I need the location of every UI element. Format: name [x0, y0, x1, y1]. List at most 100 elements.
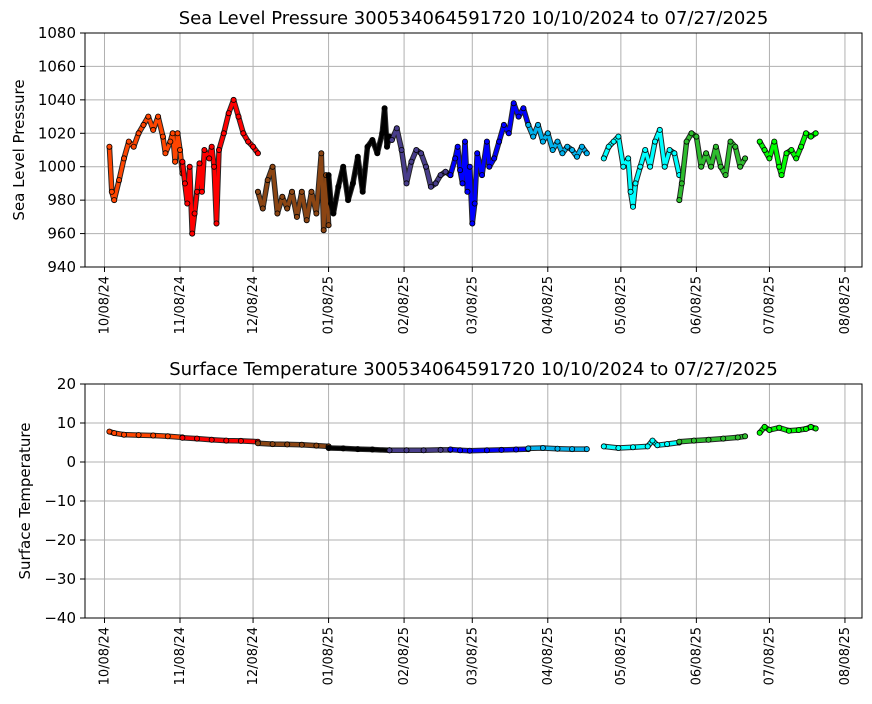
data-point [757, 430, 762, 435]
data-point [743, 156, 748, 161]
data-point [472, 201, 477, 206]
data-point [160, 134, 165, 139]
data-point [706, 437, 711, 442]
data-point [112, 431, 117, 436]
data-point [611, 139, 616, 144]
data-point [574, 154, 579, 159]
data-point [772, 139, 777, 144]
x-tick-label: 06/08/25 [689, 627, 704, 685]
data-point [630, 204, 635, 209]
data-point [236, 114, 241, 119]
data-point [721, 436, 726, 441]
data-point [202, 147, 207, 152]
data-point [743, 434, 748, 439]
data-point [813, 426, 818, 431]
data-point [209, 437, 214, 442]
y-tick-label: 10 [57, 414, 76, 432]
data-point [665, 442, 670, 447]
y-tick-label: 980 [47, 191, 76, 209]
data-point [209, 144, 214, 149]
data-point [214, 221, 219, 226]
y-tick-label: 1000 [38, 158, 76, 176]
y-tick-label: 940 [47, 258, 76, 276]
data-point [465, 189, 470, 194]
data-point [112, 198, 117, 203]
data-point [255, 441, 260, 446]
data-point [346, 198, 351, 203]
data-point [813, 131, 818, 136]
data-point [187, 164, 192, 169]
data-point [767, 156, 772, 161]
data-point [194, 189, 199, 194]
x-tick-label: 11/08/24 [173, 276, 188, 334]
data-point [506, 131, 511, 136]
data-marks [107, 97, 819, 236]
data-point [484, 139, 489, 144]
data-point [382, 106, 387, 111]
data-point [380, 131, 385, 136]
data-point [255, 189, 260, 194]
data-point [221, 131, 226, 136]
x-tick-label: 05/08/25 [614, 276, 629, 334]
x-tick-label: 12/08/24 [246, 627, 261, 685]
x-tick-label: 01/08/25 [322, 276, 337, 334]
data-marks [107, 424, 819, 453]
data-point [448, 447, 453, 452]
data-point [173, 159, 178, 164]
data-point [526, 122, 531, 127]
y-tick-label: 0 [66, 453, 76, 471]
data-point [684, 139, 689, 144]
data-point [652, 139, 657, 144]
x-tick-label: 12/08/24 [246, 276, 261, 334]
data-point [314, 443, 319, 448]
data-point [151, 127, 156, 132]
data-point [694, 134, 699, 139]
data-point [438, 447, 443, 452]
data-point [487, 164, 492, 169]
data-point [238, 438, 243, 443]
data-point [794, 156, 799, 161]
data-point [255, 151, 260, 156]
data-point [767, 427, 772, 432]
x-tick-label: 08/08/25 [838, 627, 853, 685]
data-point [638, 164, 643, 169]
data-point [689, 131, 694, 136]
data-point [131, 144, 136, 149]
data-point [231, 97, 236, 102]
data-point [384, 144, 389, 149]
x-tick-label: 10/08/24 [97, 627, 112, 685]
x-tick-label: 04/08/25 [541, 627, 556, 685]
data-point [414, 147, 419, 152]
data-point [216, 147, 221, 152]
data-point [479, 173, 484, 178]
data-point [136, 131, 141, 136]
y-axis-label: Sea Level Pressure [10, 79, 28, 220]
data-point [409, 159, 414, 164]
data-point [762, 147, 767, 152]
data-point [126, 139, 131, 144]
data-point [601, 156, 606, 161]
data-point [321, 228, 326, 233]
data-point [738, 164, 743, 169]
data-point [458, 448, 463, 453]
data-point [501, 122, 506, 127]
data-point [643, 147, 648, 152]
data-point [394, 126, 399, 131]
data-point [341, 164, 346, 169]
data-point [341, 446, 346, 451]
data-point [170, 131, 175, 136]
data-point [799, 144, 804, 149]
series-line [450, 103, 528, 223]
data-point [735, 435, 740, 440]
y-tick-label: 1020 [38, 124, 76, 142]
data-point [423, 164, 428, 169]
y-tick-label: 1040 [38, 91, 76, 109]
data-point [146, 114, 151, 119]
chart-title: Surface Temperature 300534064591720 10/1… [169, 359, 778, 380]
x-tick-label: 08/08/25 [838, 276, 853, 334]
data-point [723, 173, 728, 178]
data-point [404, 181, 409, 186]
data-point [399, 147, 404, 152]
data-point [691, 438, 696, 443]
data-point [421, 448, 426, 453]
